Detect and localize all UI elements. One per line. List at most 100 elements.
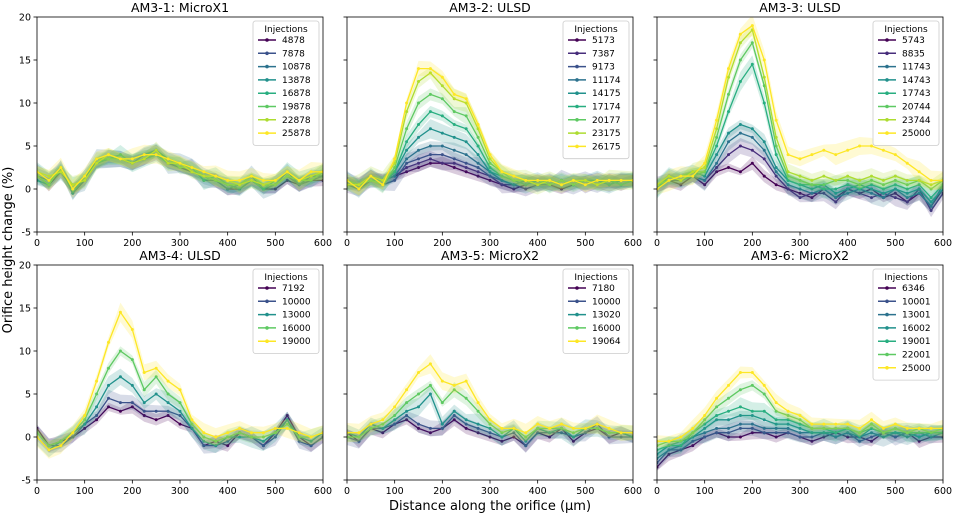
data-point (715, 144, 719, 148)
plot-area (347, 354, 633, 453)
data-point (917, 435, 921, 439)
data-point (297, 178, 301, 182)
legend-box (252, 20, 320, 146)
data-point (846, 426, 850, 430)
data-point (142, 157, 146, 161)
data-point (476, 153, 480, 157)
data-point (130, 358, 134, 362)
data-point (774, 166, 778, 169)
data-point (369, 178, 373, 182)
data-point (405, 418, 409, 422)
data-point (870, 422, 873, 426)
data-point (107, 340, 110, 344)
data-point (691, 174, 695, 178)
data-point (261, 435, 265, 439)
data-point (536, 426, 540, 430)
data-point (786, 418, 790, 422)
data-point (488, 431, 492, 435)
data-point (774, 153, 778, 157)
axes-frame (656, 16, 944, 233)
data-point (476, 426, 480, 430)
data-point (834, 153, 838, 157)
data-point (786, 183, 790, 187)
data-point (798, 431, 802, 435)
legend-marker (885, 78, 889, 82)
data-point (846, 435, 850, 439)
data-point (703, 170, 707, 174)
legend-marker (265, 118, 269, 122)
data-point (524, 444, 528, 448)
data-point (762, 418, 766, 422)
data-point (905, 191, 909, 195)
data-point (202, 178, 206, 182)
legend-marker (885, 339, 889, 344)
data-point (142, 409, 146, 413)
data-point (476, 431, 480, 435)
data-point (202, 170, 206, 174)
data-point (500, 170, 504, 174)
data-point (476, 174, 480, 178)
data-point (703, 414, 707, 417)
data-point (571, 178, 575, 182)
chart-title: AM3-4: ULSD (139, 248, 221, 263)
x-tick-label: 200 (433, 238, 451, 249)
data-point (452, 161, 456, 165)
data-point (881, 191, 885, 195)
data-point (500, 178, 504, 182)
data-point (727, 110, 730, 114)
data-point (142, 153, 146, 157)
data-point (560, 178, 563, 182)
data-point (452, 123, 456, 126)
data-point (786, 187, 790, 191)
data-point (202, 435, 206, 439)
data-point (464, 396, 468, 400)
data-point (738, 426, 742, 430)
data-point (500, 183, 504, 187)
data-point (405, 401, 409, 405)
data-point (166, 414, 170, 417)
data-point (464, 379, 468, 383)
data-point (71, 191, 75, 195)
y-tick-label: 20 (19, 13, 31, 24)
legend-marker (265, 64, 269, 69)
axis-ticks: 0 100 200 300 400 500 600 (343, 264, 642, 497)
data-point (738, 131, 742, 135)
data-point (893, 153, 897, 157)
data-point (405, 157, 409, 161)
data-point (858, 183, 862, 187)
data-point (417, 161, 420, 165)
data-point (858, 426, 862, 430)
data-point (59, 439, 63, 443)
x-tick-label: 600 (314, 486, 332, 497)
series-26175 (347, 60, 633, 196)
confidence-band (37, 144, 323, 198)
x-tick-label: 400 (529, 238, 547, 249)
data-point (393, 174, 397, 178)
data-point (917, 426, 921, 430)
data-point (202, 439, 206, 443)
legend-label: 13000 (282, 311, 311, 321)
data-point (95, 157, 99, 161)
x-tick-label: 400 (219, 238, 237, 249)
data-point (881, 196, 885, 200)
data-point (846, 183, 850, 187)
data-point (917, 431, 921, 435)
data-point (727, 435, 730, 439)
x-tick-label: 100 (76, 486, 94, 497)
data-point (750, 41, 754, 45)
data-point (83, 178, 87, 182)
chart-title: AM3-3: ULSD (759, 0, 841, 15)
data-point (715, 161, 719, 165)
data-point (893, 191, 897, 195)
legend-marker (885, 51, 889, 56)
data-point (870, 178, 873, 182)
data-point (71, 183, 75, 187)
data-point (786, 414, 790, 417)
data-point (762, 75, 766, 79)
legend-marker (575, 51, 579, 56)
data-point (428, 144, 432, 148)
y-axis-label: Orifice height change (%) (1, 167, 16, 334)
data-point (476, 123, 480, 126)
data-point (488, 153, 492, 157)
